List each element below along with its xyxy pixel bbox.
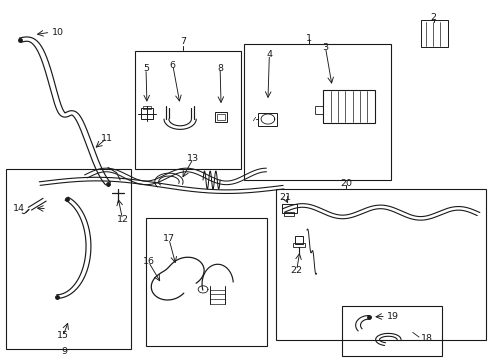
Bar bbox=[141, 108, 153, 119]
Bar bbox=[284, 212, 294, 216]
Text: 13: 13 bbox=[187, 154, 199, 163]
Text: 5: 5 bbox=[142, 64, 149, 73]
Bar bbox=[258, 113, 276, 126]
Bar bbox=[295, 236, 303, 244]
Bar bbox=[420, 21, 447, 47]
Bar bbox=[276, 189, 485, 339]
Text: 11: 11 bbox=[101, 134, 113, 143]
Text: 19: 19 bbox=[386, 312, 398, 321]
Text: 2: 2 bbox=[430, 13, 436, 22]
Bar bbox=[217, 114, 224, 120]
Bar bbox=[135, 51, 240, 169]
Bar bbox=[341, 306, 441, 356]
Bar bbox=[282, 204, 296, 213]
Text: 6: 6 bbox=[169, 61, 176, 70]
Text: 12: 12 bbox=[116, 215, 128, 224]
Text: 1: 1 bbox=[305, 34, 311, 43]
Text: 16: 16 bbox=[142, 257, 154, 266]
Bar bbox=[314, 107, 323, 114]
Bar bbox=[146, 219, 266, 346]
Bar bbox=[244, 44, 390, 180]
Bar bbox=[214, 112, 227, 122]
Text: 20: 20 bbox=[339, 179, 351, 188]
Text: 15: 15 bbox=[57, 332, 69, 341]
Text: 9: 9 bbox=[61, 347, 67, 356]
Bar bbox=[323, 90, 374, 123]
Text: 4: 4 bbox=[266, 50, 272, 59]
Text: 8: 8 bbox=[217, 64, 223, 73]
Bar bbox=[5, 169, 131, 348]
Text: 7: 7 bbox=[180, 37, 185, 46]
Text: 21: 21 bbox=[278, 193, 290, 202]
Text: 18: 18 bbox=[421, 334, 432, 343]
Text: 22: 22 bbox=[290, 266, 302, 275]
Text: 14: 14 bbox=[13, 204, 25, 213]
Bar bbox=[143, 106, 151, 109]
Text: 3: 3 bbox=[322, 43, 328, 52]
Text: 17: 17 bbox=[163, 234, 175, 243]
Bar bbox=[293, 243, 305, 247]
Text: 10: 10 bbox=[52, 28, 64, 37]
